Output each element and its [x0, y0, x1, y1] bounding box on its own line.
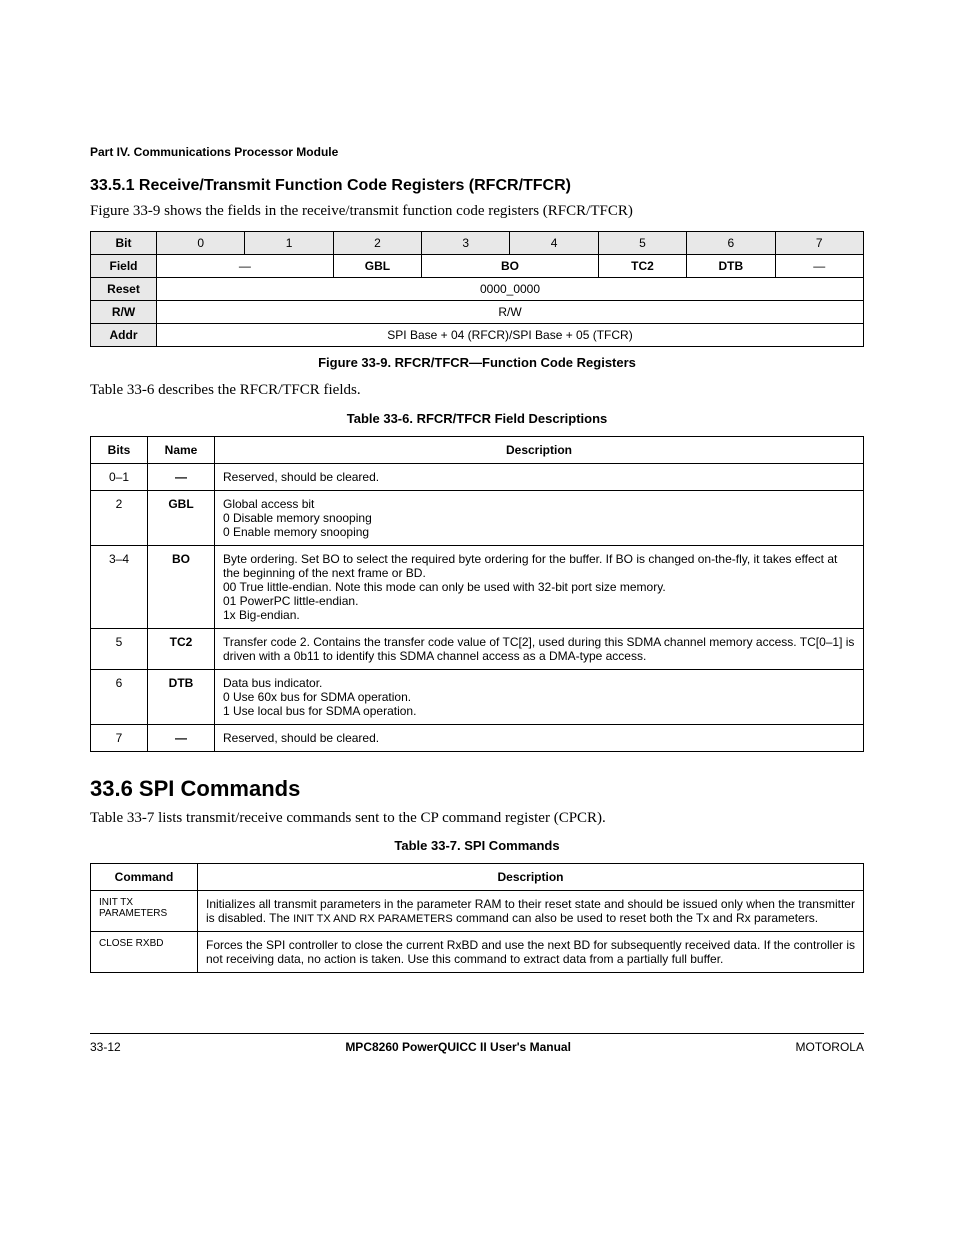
field-bits: 6 — [91, 669, 148, 724]
field-row: 5TC2 Transfer code 2. Contains the transf… — [91, 628, 864, 669]
bit-2: 2 — [333, 232, 421, 255]
field-desc: Global access bit0 Disable memory snoopi… — [215, 490, 864, 545]
page: Part IV. Communications Processor Module… — [0, 0, 954, 1235]
reg-row-rw: R/W R/W — [91, 301, 864, 324]
bit-1: 1 — [245, 232, 333, 255]
bit-4: 4 — [510, 232, 598, 255]
table-intro: Table 33-6 describes the RFCR/TFCR field… — [90, 380, 864, 400]
cmd-desc-pre: Forces the SPI controller to close the c… — [206, 938, 855, 966]
reg-row-addr: Addr SPI Base + 04 (RFCR)/SPI Base + 05 … — [91, 324, 864, 347]
reg-label-bit: Bit — [91, 232, 157, 255]
field-name: DTB — [148, 669, 215, 724]
reg-row-bit: Bit 0 1 2 3 4 5 6 7 — [91, 232, 864, 255]
reg-label-rw: R/W — [91, 301, 157, 324]
field-dtb: DTB — [687, 255, 775, 278]
desc-line: Global access bit — [223, 497, 855, 511]
field-dash7: — — [775, 255, 863, 278]
desc-line: 00 True little-endian. Note this mode ca… — [223, 580, 855, 594]
cmd-row: INIT TX PARAMETERSInitializes all transm… — [91, 890, 864, 931]
field-row: 0–1— Reserved, should be cleared. — [91, 463, 864, 490]
field-bits: 5 — [91, 628, 148, 669]
field-desc: Transfer code 2. Contains the transfer c… — [215, 628, 864, 669]
field-bits: 0–1 — [91, 463, 148, 490]
cmd-desc: Forces the SPI controller to close the c… — [198, 931, 864, 972]
field-tc2: TC2 — [598, 255, 686, 278]
field-name: — — [148, 463, 215, 490]
field-gbl: GBL — [333, 255, 421, 278]
field-row: 6DTBData bus indicator.0 Use 60x bus for… — [91, 669, 864, 724]
desc-line: Byte ordering. Set BO to select the requ… — [223, 552, 855, 580]
field-desc: Reserved, should be cleared. — [215, 463, 864, 490]
heading-336: 33.6 SPI Commands — [90, 776, 864, 802]
th-desc: Description — [215, 436, 864, 463]
intro-336: Table 33-7 lists transmit/receive comman… — [90, 808, 864, 828]
desc-line: 0 Use 60x bus for SDMA operation. — [223, 690, 855, 704]
cmds-table: Command Description INIT TX PARAMETERSIn… — [90, 863, 864, 973]
cmd-desc: Initializes all transmit parameters in t… — [198, 890, 864, 931]
part-label: Part IV. Communications Processor Module — [90, 145, 864, 159]
field-name: TC2 — [148, 628, 215, 669]
desc-line: Reserved, should be cleared. — [223, 731, 855, 745]
bit-7: 7 — [775, 232, 863, 255]
heading-3351: 33.5.1 Receive/Transmit Function Code Re… — [90, 177, 864, 195]
cmd-name: CLOSE RXBD — [91, 931, 198, 972]
footer-center: MPC8260 PowerQUICC II User's Manual — [121, 1040, 796, 1054]
fields-header-row: Bits Name Description — [91, 436, 864, 463]
field-desc: Byte ordering. Set BO to select the requ… — [215, 545, 864, 628]
field-bits: 7 — [91, 724, 148, 751]
field-name: BO — [148, 545, 215, 628]
desc-line: 0 Enable memory snooping — [223, 525, 855, 539]
field-bo: BO — [422, 255, 599, 278]
cmd-desc-smallcaps: INIT TX AND RX PARAMETERS — [293, 913, 453, 925]
cmd-name: INIT TX PARAMETERS — [91, 890, 198, 931]
th-command: Command — [91, 863, 198, 890]
th-name: Name — [148, 436, 215, 463]
field-row: 3–4BO Byte ordering. Set BO to select the… — [91, 545, 864, 628]
desc-line: Transfer code 2. Contains the transfer c… — [223, 635, 855, 663]
field-name: GBL — [148, 490, 215, 545]
desc-line: Data bus indicator. — [223, 676, 855, 690]
reg-row-reset: Reset 0000_0000 — [91, 278, 864, 301]
field-bits: 3–4 — [91, 545, 148, 628]
field-name: — — [148, 724, 215, 751]
cmds-caption: Table 33-7. SPI Commands — [90, 838, 864, 853]
footer-right: MOTOROLA — [796, 1040, 864, 1054]
field-desc: Data bus indicator.0 Use 60x bus for SDM… — [215, 669, 864, 724]
intro-3351: Figure 33-9 shows the fields in the rece… — [90, 201, 864, 221]
bit-3: 3 — [422, 232, 510, 255]
addr-value: SPI Base + 04 (RFCR)/SPI Base + 05 (TFCR… — [157, 324, 864, 347]
bit-0: 0 — [157, 232, 245, 255]
footer: 33-12 MPC8260 PowerQUICC II User's Manua… — [90, 1040, 864, 1054]
desc-line: 01 PowerPC little-endian. — [223, 594, 855, 608]
desc-line: 1x Big-endian. — [223, 608, 855, 622]
th-bits: Bits — [91, 436, 148, 463]
cmd-row: CLOSE RXBD Forces the SPI controller to c… — [91, 931, 864, 972]
th-cmd-desc: Description — [198, 863, 864, 890]
desc-line: 0 Disable memory snooping — [223, 511, 855, 525]
figure-caption: Figure 33-9. RFCR/TFCR—Function Code Reg… — [90, 355, 864, 370]
reg-row-field: Field — GBL BO TC2 DTB — — [91, 255, 864, 278]
rw-value: R/W — [157, 301, 864, 324]
footer-rule — [90, 1033, 864, 1034]
footer-left: 33-12 — [90, 1040, 121, 1054]
cmds-header-row: Command Description — [91, 863, 864, 890]
reg-label-field: Field — [91, 255, 157, 278]
field-desc: Reserved, should be cleared. — [215, 724, 864, 751]
field-bits: 2 — [91, 490, 148, 545]
field-row: 7— Reserved, should be cleared. — [91, 724, 864, 751]
reg-label-reset: Reset — [91, 278, 157, 301]
reg-label-addr: Addr — [91, 324, 157, 347]
bit-6: 6 — [687, 232, 775, 255]
desc-line: Reserved, should be cleared. — [223, 470, 855, 484]
register-table: Bit 0 1 2 3 4 5 6 7 Field — GBL BO TC2 D… — [90, 231, 864, 347]
field-dash01: — — [157, 255, 334, 278]
desc-line: 1 Use local bus for SDMA operation. — [223, 704, 855, 718]
fields-caption: Table 33-6. RFCR/TFCR Field Descriptions — [90, 411, 864, 426]
reset-value: 0000_0000 — [157, 278, 864, 301]
cmd-desc-post: command can also be used to reset both t… — [453, 911, 818, 925]
field-row: 2GBLGlobal access bit0 Disable memory sn… — [91, 490, 864, 545]
fields-table: Bits Name Description 0–1—Reserved, shou… — [90, 436, 864, 752]
bit-5: 5 — [598, 232, 686, 255]
